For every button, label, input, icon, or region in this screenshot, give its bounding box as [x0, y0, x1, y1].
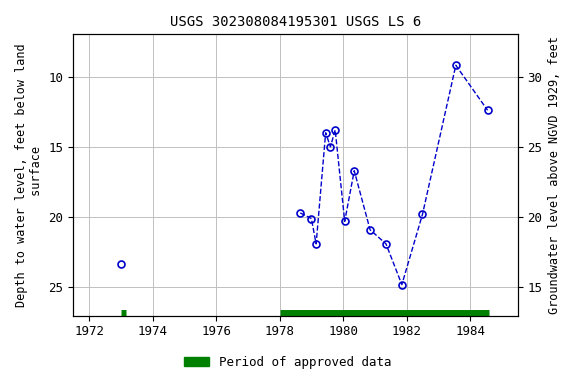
- Y-axis label: Depth to water level, feet below land
 surface: Depth to water level, feet below land su…: [15, 43, 43, 307]
- Title: USGS 302308084195301 USGS LS 6: USGS 302308084195301 USGS LS 6: [170, 15, 421, 29]
- Legend: Period of approved data: Period of approved data: [179, 351, 397, 374]
- Y-axis label: Groundwater level above NGVD 1929, feet: Groundwater level above NGVD 1929, feet: [548, 36, 561, 314]
